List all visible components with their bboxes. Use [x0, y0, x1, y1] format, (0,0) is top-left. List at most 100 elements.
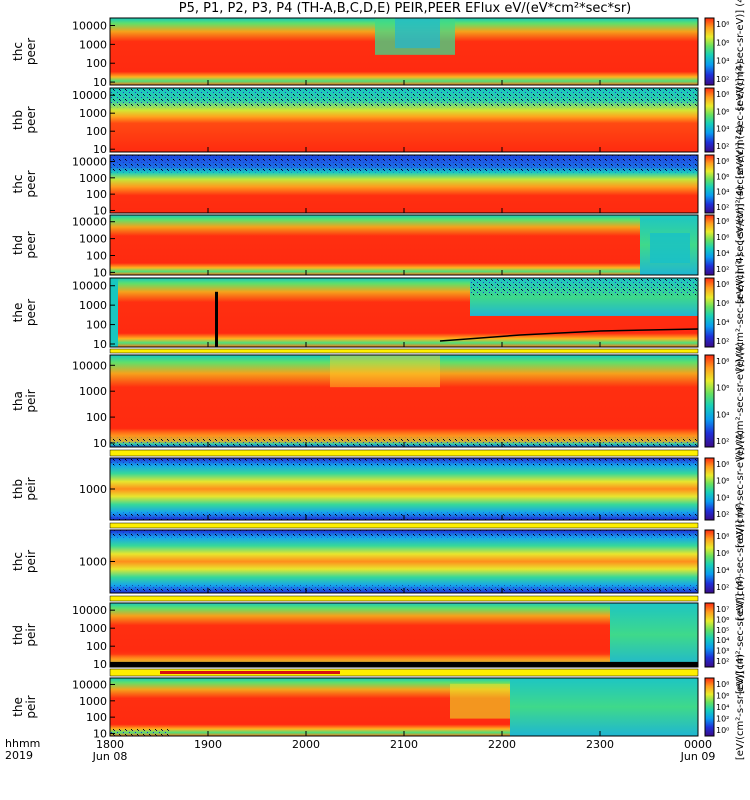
- colorbar-6: [704, 354, 715, 448]
- ytick-label: 10000: [72, 155, 107, 168]
- colorbar-tick-label: 10⁴: [716, 57, 729, 66]
- colorbar-tick-label: 10⁶: [716, 549, 729, 558]
- colorbar-tick-label: 10²: [716, 265, 729, 274]
- spectrogram-panel-8: [110, 530, 698, 593]
- colorbar-tick-label: 10⁸: [716, 460, 729, 469]
- panel-label: thepeir: [11, 695, 38, 718]
- colorbar-tick-label: 10⁸: [716, 20, 729, 29]
- panel-label: thdpeir: [11, 623, 38, 646]
- ytick-label: 10000: [72, 20, 107, 33]
- spectrogram-panel-7: [110, 458, 698, 520]
- xtick-label: 2100: [390, 738, 418, 751]
- colorbar-tick-label: 10⁶: [716, 172, 729, 181]
- colorbar-unit-label: [eV/(cm²-sec-sr-eV)] (4): [735, 253, 746, 371]
- ytick-label: 10: [93, 204, 107, 217]
- ytick-label: 1000: [79, 556, 107, 569]
- colorbar-tick-label: 10²: [716, 657, 729, 666]
- colorbar-unit-label: [eV/(cm²-sec-sr-eV)] (4): [735, 0, 746, 110]
- ytick-label: 1000: [79, 483, 107, 496]
- colorbar-tick-label: 10²: [716, 583, 729, 592]
- xtick-label: 2300: [586, 738, 614, 751]
- colorbar-tick-label: 10⁸: [716, 532, 729, 541]
- colorbar-tick-label: 10²: [716, 337, 729, 346]
- colorbar-tick-label: 10⁸: [716, 680, 729, 689]
- ytick-label: 100: [86, 249, 107, 262]
- ytick-label: 10000: [72, 604, 107, 617]
- ytick-label: 10: [93, 338, 107, 351]
- colorbar-tick-label: 10²: [716, 142, 729, 151]
- colorbar-3: [704, 154, 715, 214]
- colorbar-unit-label: [eV/(cm²-sec-sr-eV)] (4): [735, 430, 746, 548]
- time-axis-corner-label: hhmm 2019: [5, 738, 40, 762]
- colorbar-5: [704, 277, 715, 348]
- colorbar-tick-label: 10⁴: [716, 249, 729, 258]
- ytick-label: 10: [93, 266, 107, 279]
- colorbar-tick-label: 10⁸: [716, 90, 729, 99]
- colorbar-unit-label: [eV/(cm²-sec-sr-eV)] (4): [735, 342, 746, 460]
- colorbar-tick-label: 10⁰: [716, 726, 729, 735]
- ytick-label: 100: [86, 125, 107, 138]
- corner-hhmm: hhmm: [5, 737, 41, 750]
- panel-label: thapeir: [11, 389, 38, 412]
- figure-title: P5, P1, P2, P3, P4 (TH-A,B,C,D,E) PEIR,P…: [178, 1, 632, 16]
- ytick-label: 100: [86, 711, 107, 724]
- xtick-label: 2200: [488, 738, 516, 751]
- ytick-label: 10: [93, 437, 107, 450]
- xtick-label: 1800: [96, 738, 124, 751]
- panel-label: thcpeer: [11, 170, 38, 197]
- ytick-label: 10000: [72, 89, 107, 102]
- ytick-label: 1000: [79, 233, 107, 246]
- colorbar-4: [704, 214, 715, 276]
- colorbar-unit-label: [eV/(cm²-sec-sr-eV)] (4): [735, 186, 746, 304]
- colorbar-tick-label: 10⁶: [716, 615, 729, 624]
- panel-label: thepeer: [11, 299, 38, 326]
- colorbar-tick-label: 10⁸: [716, 280, 729, 289]
- xtick-label: 2000: [292, 738, 320, 751]
- ytick-label: 10000: [72, 359, 107, 372]
- ytick-label: 10000: [72, 678, 107, 691]
- ytick-label: 10: [93, 727, 107, 740]
- xtick-label: 1900: [194, 738, 222, 751]
- colorbar-unit-label: [eV/(cm²-s-sr-eV)] (4): [735, 654, 746, 760]
- colorbar-1: [704, 17, 715, 86]
- colorbar-2: [704, 87, 715, 153]
- colorbar-tick-label: 10²: [716, 203, 729, 212]
- xtick-date-label: Jun 08: [92, 750, 128, 763]
- colorbar-tick-label: 10⁴: [716, 410, 729, 419]
- colorbar-9: [704, 602, 715, 668]
- ytick-label: 10: [93, 658, 107, 671]
- colorbar-tick-label: 10³: [716, 647, 729, 656]
- corner-year: 2019: [5, 749, 33, 762]
- colorbar-tick-label: 10⁴: [716, 188, 729, 197]
- colorbar-tick-label: 10⁶: [716, 299, 729, 308]
- colorbar-unit-label: [eV/(cm²-sec-sr-eV)] (4): [735, 61, 746, 179]
- ytick-label: 100: [86, 319, 107, 332]
- ytick-label: 1000: [79, 622, 107, 635]
- ytick-label: 10: [93, 76, 107, 89]
- colorbar-tick-label: 10⁸: [716, 217, 729, 226]
- ytick-label: 1000: [79, 107, 107, 120]
- colorbar-8: [704, 529, 715, 594]
- colorbar-tick-label: 10⁶: [716, 233, 729, 242]
- spectrogram-panel-4: [110, 215, 698, 275]
- colorbar-tick-label: 10²: [716, 75, 729, 84]
- ytick-label: 1000: [79, 385, 107, 398]
- colorbar-unit-label: [eV/(cm²-sec-sr-eV)] (4): [735, 502, 746, 620]
- panel-label: thcpeir: [11, 550, 38, 573]
- ytick-label: 1000: [79, 299, 107, 312]
- colorbar-tick-label: 10⁶: [716, 692, 729, 701]
- ytick-label: 1000: [79, 172, 107, 185]
- colorbar-7: [704, 457, 715, 521]
- colorbar-tick-label: 10⁴: [716, 566, 729, 575]
- ytick-label: 10: [93, 143, 107, 156]
- colorbar-unit-label: [eV/(cm²-sec-sr-eV)] (4): [735, 125, 746, 243]
- xtick-date-label: Jun 09: [680, 750, 716, 763]
- colorbar-tick-label: 10⁶: [716, 384, 729, 393]
- colorbar-tick-label: 10⁶: [716, 38, 729, 47]
- ytick-label: 100: [86, 188, 107, 201]
- panel-label: thcpeer: [11, 38, 38, 65]
- colorbar-tick-label: 10⁸: [716, 157, 729, 166]
- colorbar-tick-label: 10⁴: [716, 318, 729, 327]
- colorbar-unit-label: [eV/(cm²-sec-sr-eV)] (4): [735, 576, 746, 694]
